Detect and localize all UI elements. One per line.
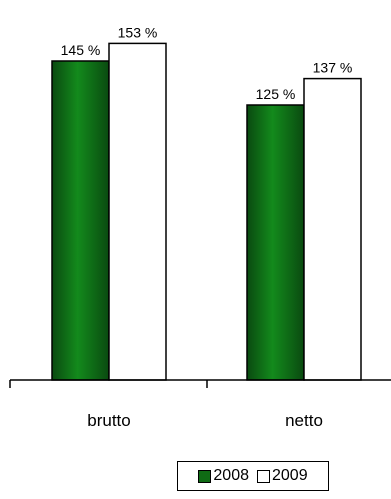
x-tick-label-brutto: brutto bbox=[87, 411, 130, 430]
x-axis bbox=[9, 379, 391, 388]
x-tick-label-netto: netto bbox=[285, 411, 323, 430]
data-label-brutto-2008: 145 % bbox=[61, 42, 101, 58]
data-label-netto-2008: 125 % bbox=[256, 86, 296, 102]
legend-label-series-1: 2008 bbox=[213, 467, 249, 484]
bars-group bbox=[51, 42, 362, 381]
bar-brutto-2008 bbox=[51, 60, 110, 381]
bar-brutto-2009 bbox=[108, 42, 167, 381]
data-label-netto-2009: 137 % bbox=[313, 60, 353, 76]
legend: 2008 2009 bbox=[177, 461, 329, 491]
data-label-brutto-2009: 153 % bbox=[118, 24, 158, 40]
legend-swatch-series-1 bbox=[198, 469, 212, 483]
legend-label-series-2: 2009 bbox=[272, 467, 308, 484]
legend-item-series-2: 2009 bbox=[257, 467, 308, 485]
labels-group: 145 % 153 % brutto 125 % 137 % netto bbox=[61, 24, 353, 430]
bar-netto-2008 bbox=[246, 104, 305, 381]
legend-swatch-series-2 bbox=[257, 469, 270, 483]
bar-netto-2009 bbox=[303, 77, 362, 381]
legend-item-series-1: 2008 bbox=[198, 467, 249, 485]
